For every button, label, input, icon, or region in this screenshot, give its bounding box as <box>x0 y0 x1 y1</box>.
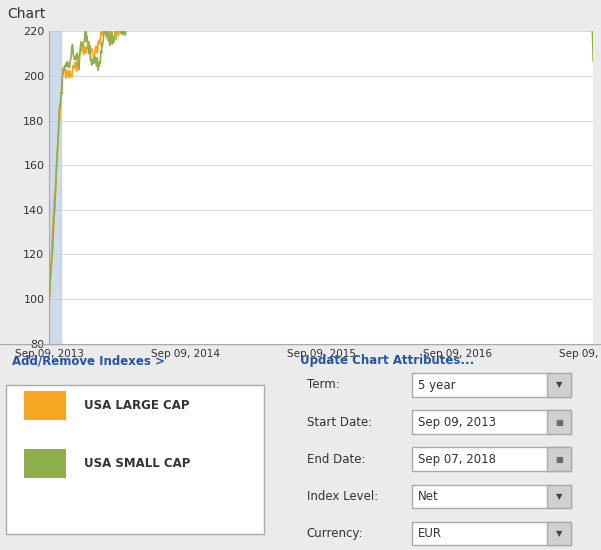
Text: Index Level:: Index Level: <box>307 490 378 503</box>
FancyBboxPatch shape <box>412 447 571 471</box>
FancyBboxPatch shape <box>547 485 571 508</box>
USA LARGE CAP <box>46 296 53 303</box>
Text: Update Chart Attributes...: Update Chart Attributes... <box>300 354 475 367</box>
FancyBboxPatch shape <box>412 521 571 546</box>
Text: End Date:: End Date: <box>307 453 365 466</box>
FancyBboxPatch shape <box>547 521 571 546</box>
USA SMALL CAP <box>46 296 53 303</box>
FancyBboxPatch shape <box>24 449 66 478</box>
Text: Currency:: Currency: <box>307 527 363 540</box>
Text: Chart: Chart <box>7 7 46 20</box>
Text: Term:: Term: <box>307 378 339 392</box>
USA LARGE CAP <box>126 0 133 7</box>
Text: Net: Net <box>418 490 439 503</box>
Text: USA LARGE CAP: USA LARGE CAP <box>84 399 190 412</box>
Text: ▦: ▦ <box>555 455 563 464</box>
Text: ▼: ▼ <box>556 529 562 538</box>
FancyBboxPatch shape <box>24 391 66 420</box>
Text: EUR: EUR <box>418 527 442 540</box>
FancyBboxPatch shape <box>412 485 571 508</box>
Text: USA SMALL CAP: USA SMALL CAP <box>84 457 191 470</box>
Text: Sep 09, 2013: Sep 09, 2013 <box>418 416 496 428</box>
Text: ▼: ▼ <box>556 492 562 501</box>
FancyBboxPatch shape <box>6 385 264 534</box>
Text: 5 year: 5 year <box>418 378 456 392</box>
FancyBboxPatch shape <box>547 410 571 434</box>
Text: ▼: ▼ <box>556 381 562 389</box>
Line: USA SMALL CAP: USA SMALL CAP <box>49 0 593 299</box>
FancyBboxPatch shape <box>547 373 571 397</box>
USA LARGE CAP <box>590 35 597 41</box>
Text: Sep 07, 2018: Sep 07, 2018 <box>418 453 496 466</box>
Text: Add/Remove Indexes >: Add/Remove Indexes > <box>12 354 165 367</box>
Text: Start Date:: Start Date: <box>307 416 372 428</box>
FancyBboxPatch shape <box>412 410 571 434</box>
FancyBboxPatch shape <box>412 373 571 397</box>
FancyBboxPatch shape <box>547 447 571 471</box>
USA SMALL CAP <box>590 58 597 64</box>
USA SMALL CAP <box>126 26 133 33</box>
Bar <box>49 31 61 344</box>
Line: USA LARGE CAP: USA LARGE CAP <box>49 0 593 299</box>
Text: ▦: ▦ <box>555 417 563 427</box>
